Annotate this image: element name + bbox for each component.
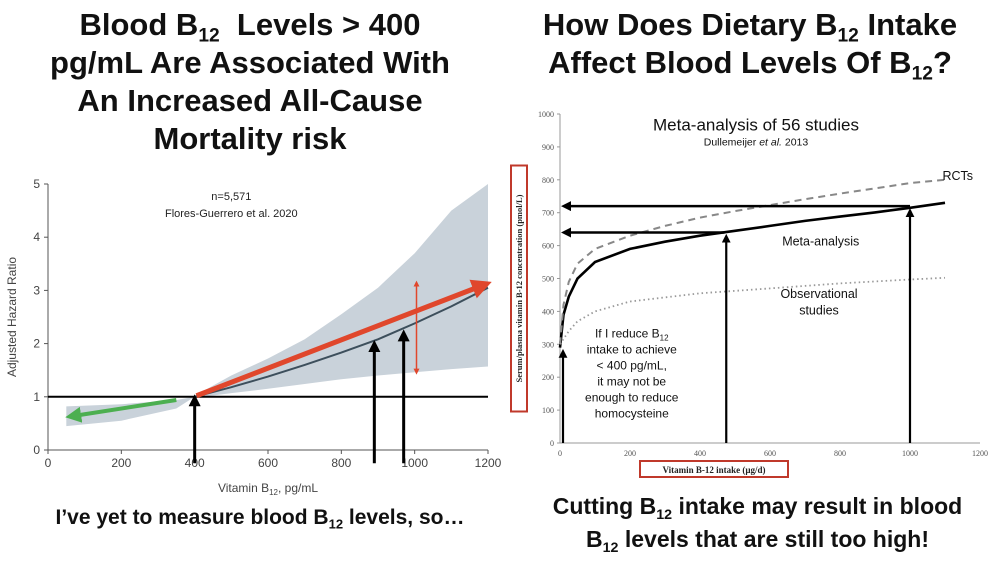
- left-title-line1-post: Levels > 400: [219, 7, 421, 42]
- right-title-line2: Affect Blood Levels Of B: [548, 45, 912, 80]
- right-caption-line2: B: [585, 526, 603, 552]
- y-tick-label: 900: [542, 143, 554, 152]
- right-title-sub1: 12: [837, 25, 859, 47]
- chart-subtitle-post: 2013: [782, 136, 808, 148]
- label-rcts: RCTs: [942, 169, 973, 183]
- intake-vs-serum-chart: 0 200 400 600 800 1000 1200 0 100 200 300 400 500 600…: [510, 110, 988, 478]
- green-trend-arrow: [65, 398, 177, 423]
- x-tick-label: 800: [834, 449, 846, 458]
- left-caption-text: I’ve yet to measure blood B: [55, 506, 329, 529]
- right-caption-sub2: 12: [602, 539, 619, 556]
- left-caption-sub: 12: [328, 516, 344, 532]
- y-tick-label: 1: [33, 390, 40, 404]
- series-rcts: [559, 178, 946, 345]
- label-meta-analysis: Meta-analysis: [782, 235, 859, 249]
- x-tick-label: 200: [624, 449, 636, 458]
- note-line1: If I reduce B12: [595, 327, 669, 343]
- chart-title: Meta-analysis of 56 studies: [653, 115, 859, 134]
- x-axis-label-pre: Vitamin B: [218, 481, 269, 495]
- y-axis-label: Adjusted Hazard Ratio: [5, 257, 19, 377]
- chart-subtitle: Dullemeijer et al. 2013: [704, 136, 809, 148]
- right-title-sub2: 12: [911, 63, 933, 85]
- right-title-line2-post: ?: [932, 45, 952, 80]
- right-title-line1-post: Intake: [858, 7, 958, 42]
- left-caption: I’ve yet to measure blood B12 levels, so…: [0, 506, 520, 532]
- y-tick-label: 100: [542, 406, 554, 415]
- right-caption-line1-post: intake may result in blood: [672, 493, 963, 519]
- note-line3: < 400 pg/mL,: [597, 359, 667, 373]
- x-tick-label: 1000: [401, 456, 428, 470]
- y-tick-label: 700: [542, 209, 554, 218]
- right-caption-sub1: 12: [656, 506, 673, 523]
- red-trend-arrow: [195, 279, 492, 399]
- series-meta-analysis: [558, 201, 946, 348]
- y-tick-label: 1000: [538, 110, 554, 119]
- y-tick-label: 200: [542, 373, 554, 382]
- y-tick-label: 2: [33, 337, 40, 351]
- right-caption-line1: Cutting B: [552, 493, 657, 519]
- y-tick-label: 0: [550, 439, 554, 448]
- y-tick-label: 4: [33, 230, 40, 244]
- x-tick-label: 800: [331, 456, 351, 470]
- right-title-line1: How Does Dietary B: [542, 7, 838, 42]
- y-axis-label: Serum/plasma vitamin B-12 concentration …: [514, 194, 524, 382]
- y-tick-label: 3: [33, 283, 40, 297]
- x-tick-label: 200: [111, 456, 131, 470]
- x-tick-label: 0: [45, 456, 52, 470]
- x-label-box: [639, 460, 789, 478]
- x-axis-label: Vitamin B-12 intake (µg/d): [662, 465, 765, 475]
- y-label-box: [510, 164, 528, 413]
- right-title: How Does Dietary B12 Intake Affect Blood…: [500, 6, 1000, 85]
- left-title-line3: An Increased All-Cause: [77, 83, 423, 118]
- note-line1-sub: 12: [660, 334, 669, 343]
- annotation-n: n=5,571: [211, 191, 251, 203]
- y-tick-label: 5: [33, 177, 40, 191]
- y-tick-label: 300: [542, 340, 554, 349]
- hazard-ratio-line: [194, 286, 489, 398]
- right-caption-line2-post: levels that are still too high!: [618, 526, 930, 552]
- x-tick-label: 600: [258, 456, 278, 470]
- note-line5: enough to reduce: [585, 391, 679, 405]
- x-axis-label: Vitamin B12, pg/mL: [218, 481, 318, 497]
- chart-subtitle-pre: Dullemeijer: [704, 136, 759, 148]
- chart-subtitle-italic: et al.: [759, 136, 782, 148]
- left-title-line4: Mortality risk: [153, 121, 347, 156]
- label-observational-line1: Observational: [780, 287, 857, 301]
- note-line2: intake to achieve: [587, 343, 677, 357]
- y-tick-label: 600: [542, 242, 554, 251]
- left-caption-post: levels, so…: [343, 506, 465, 529]
- left-title: Blood B12 Levels > 400 pg/mL Are Associa…: [0, 6, 500, 158]
- x-tick-label: 1000: [902, 449, 918, 458]
- y-tick-label: 800: [542, 176, 554, 185]
- right-caption: Cutting B12 intake may result in blood B…: [515, 490, 1000, 556]
- x-axis-label-post: , pg/mL: [278, 481, 318, 495]
- x-tick-label: 0: [558, 449, 562, 458]
- y-tick-label: 0: [33, 443, 40, 457]
- left-title-sub: 12: [198, 25, 220, 47]
- left-title-line2: pg/mL Are Associated With: [50, 45, 450, 80]
- y-tick-label: 400: [542, 307, 554, 316]
- note-line6: homocysteine: [595, 407, 669, 421]
- x-tick-label: 1200: [475, 456, 502, 470]
- x-tick-label: 400: [694, 449, 706, 458]
- note-line4: it may not be: [597, 375, 666, 389]
- hazard-ratio-chart: 020040060080010001200012345Adjusted Haza…: [5, 177, 502, 497]
- x-tick-label: 600: [764, 449, 776, 458]
- left-title-line1: Blood B: [79, 7, 199, 42]
- note-line1-pre: If I reduce B: [595, 327, 660, 341]
- y-tick-label: 500: [542, 275, 554, 284]
- annotation-source: Flores-Guerrero et al. 2020: [165, 208, 298, 220]
- x-axis-label-sub: 12: [269, 488, 278, 497]
- label-observational-line2: studies: [799, 304, 839, 318]
- x-tick-label: 1200: [972, 449, 988, 458]
